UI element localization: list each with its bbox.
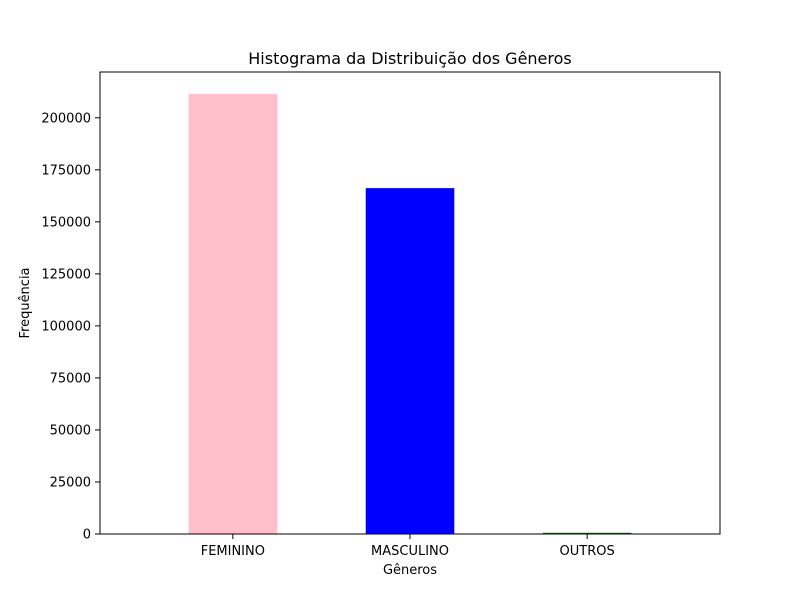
x-axis: FEMININO MASCULINO OUTROS bbox=[201, 534, 615, 559]
y-tick-label: 50000 bbox=[50, 423, 91, 438]
x-axis-label: Gêneros bbox=[383, 563, 437, 578]
y-tick-label: 200000 bbox=[41, 111, 91, 126]
y-tick-label: 150000 bbox=[41, 215, 91, 230]
y-tick-label: 0 bbox=[83, 528, 91, 543]
y-tick-label: 100000 bbox=[41, 319, 91, 334]
y-tick-label: 125000 bbox=[41, 267, 91, 282]
plot-frame bbox=[99, 71, 721, 535]
y-axis-label: Frequência bbox=[18, 267, 33, 338]
x-tick-label: FEMININO bbox=[201, 544, 265, 559]
x-tick-label: OUTROS bbox=[560, 544, 615, 559]
bar-masculino bbox=[365, 188, 455, 534]
chart-title: Histograma da Distribuição dos Gêneros bbox=[248, 49, 572, 68]
y-tick-label: 175000 bbox=[41, 163, 91, 178]
y-tick-label: 25000 bbox=[50, 475, 91, 490]
x-tick-label: MASCULINO bbox=[371, 544, 449, 559]
y-tick-label: 75000 bbox=[50, 371, 91, 386]
y-axis: 0 25000 50000 75000 100000 125000 150000 175000… bbox=[41, 111, 100, 543]
bar-feminino bbox=[188, 93, 278, 534]
bar-outros bbox=[542, 532, 632, 534]
bars-layer bbox=[188, 93, 632, 534]
